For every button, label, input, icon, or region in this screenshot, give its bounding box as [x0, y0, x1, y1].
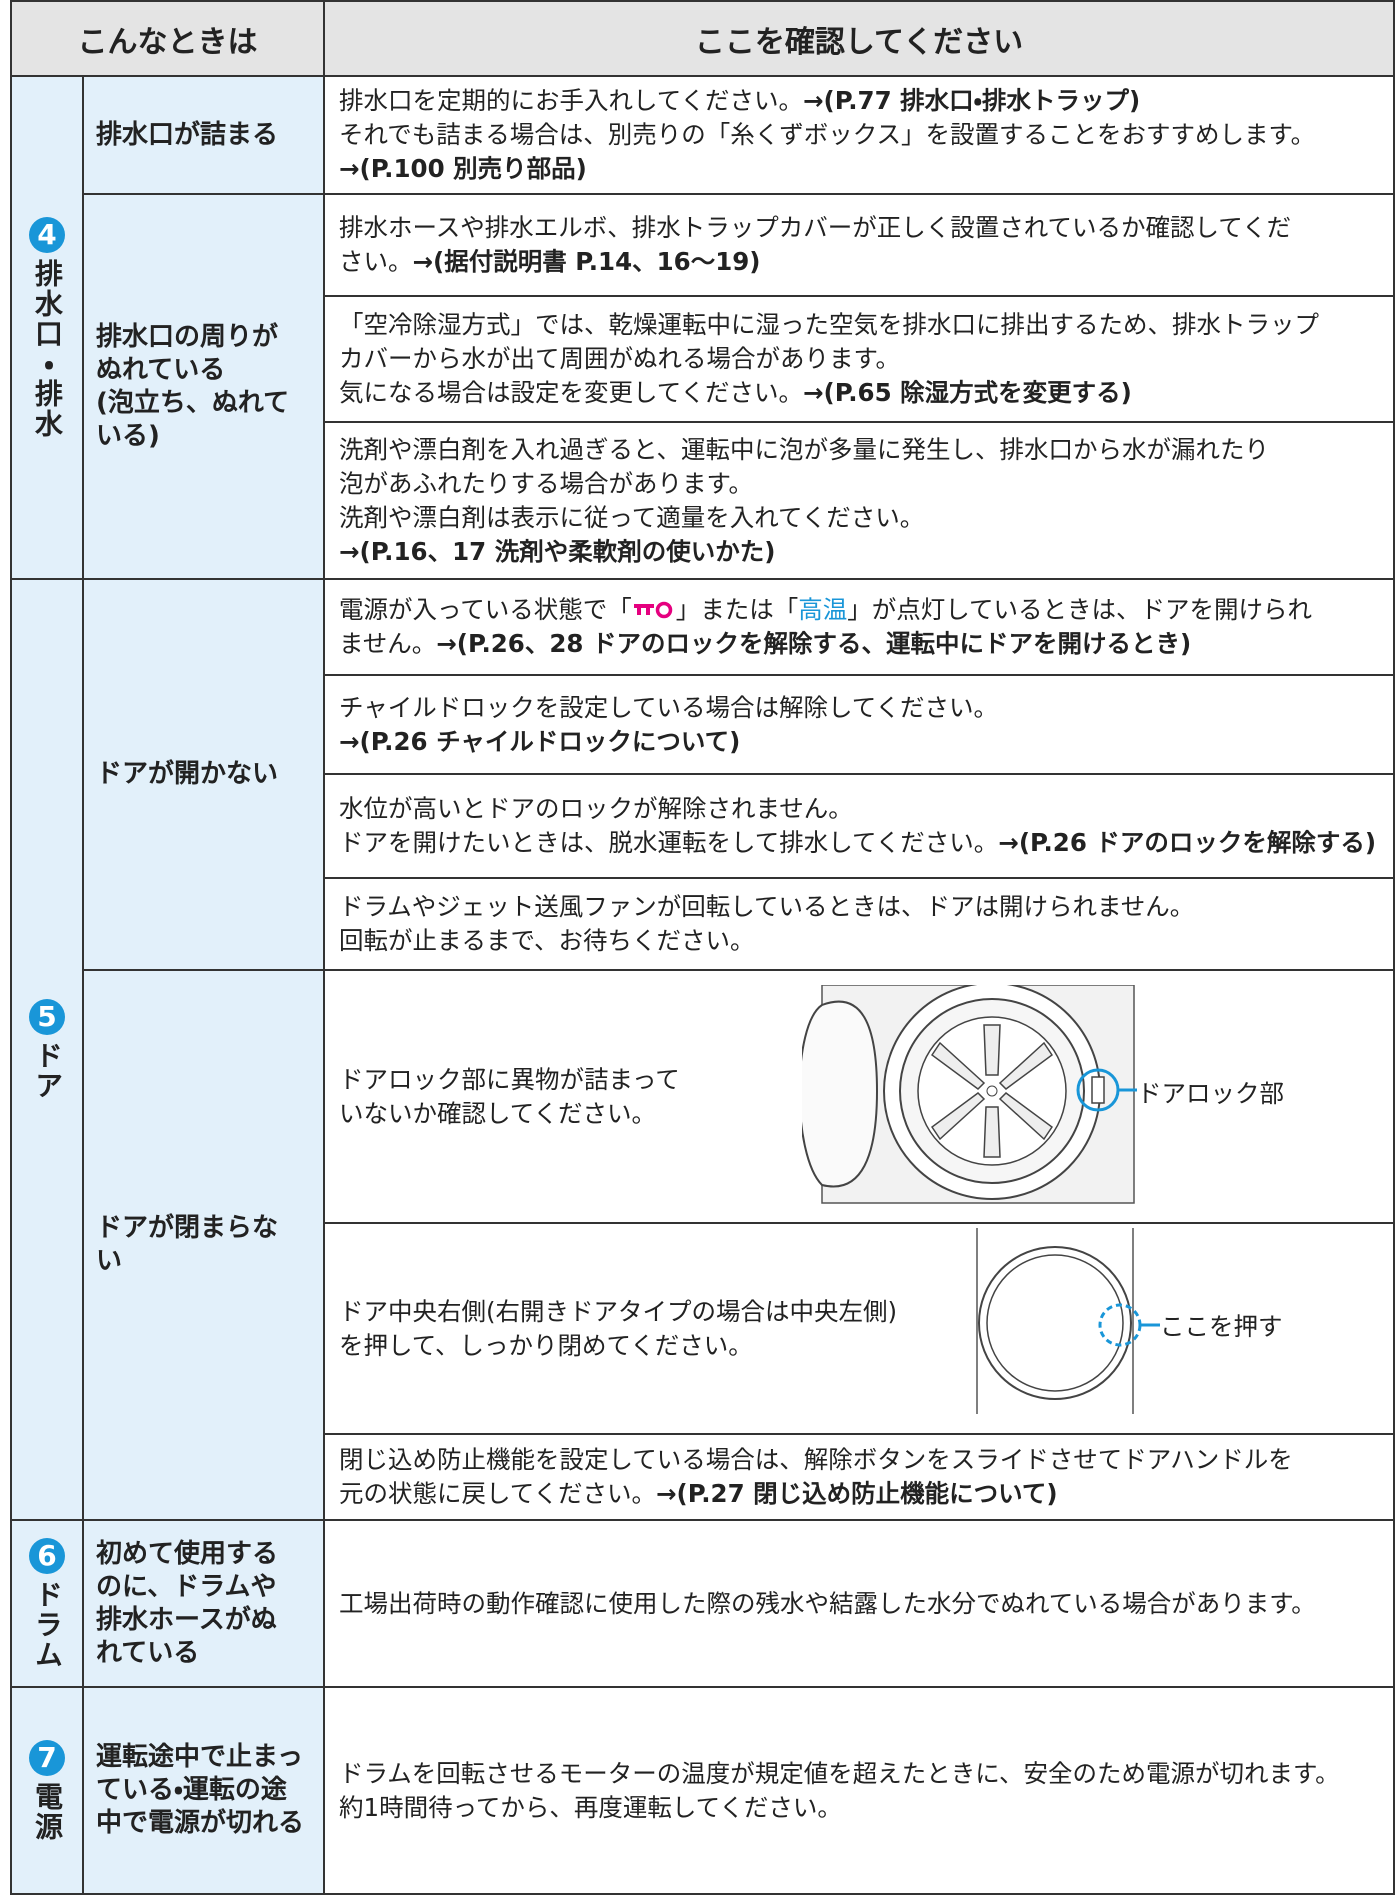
reference: →(P.26、28 ドアのロックを解除する、運転中にドアを開けるとき)	[436, 629, 1192, 658]
text: 元の状態に戻してください。	[339, 1479, 657, 1508]
reference: →(P.16、17 洗剤や柔軟剤の使いかた)	[339, 536, 776, 566]
text: 洗剤や漂白剤は表示に従って適量を入れてください。	[339, 502, 925, 532]
section-category: ドラム	[31, 1579, 64, 1670]
reference: →(据付説明書 P.14、16～19)	[412, 247, 761, 276]
text: さい。	[339, 247, 413, 276]
reference: →(P.26 チャイルドロックについて)	[339, 726, 741, 756]
text: 気になる場合は設定を変更してください。	[339, 378, 804, 407]
troubleshoot-table: こんなときは ここを確認してください 4 排水口・排水 排水口が詰まる 排水口を定…	[10, 0, 1395, 1895]
reference: →(P.27 閉じ込め防止機能について)	[656, 1479, 1058, 1508]
section-number: 6	[29, 1537, 65, 1574]
condition: 排水口が詰まる	[82, 75, 325, 195]
condition-line: (泡立ち、ぬれて	[96, 387, 290, 418]
item: 電源が入っている状態で「 」または「高温」が点灯しているときは、ドアを開けられ ま…	[323, 578, 1395, 676]
text: ドアを開けたいときは、脱水運転をして排水してください。	[339, 828, 999, 857]
condition: ドアが閉まらな い	[82, 969, 325, 1521]
callout-label: ここを押す	[1160, 1312, 1283, 1341]
condition-line: れている	[96, 1637, 200, 1668]
text: それでも詰まる場合は、別売りの「糸くずボックス」を設置することをおすすめします。	[339, 120, 1316, 149]
door-illustration	[976, 1228, 1160, 1414]
condition-line: 中で電源が切れる	[96, 1808, 305, 1838]
text: ドラムを回転させるモーターの温度が規定値を超えたときに、安全のため電源が切れます…	[339, 1758, 1340, 1788]
condition: 運転途中で止まっ ている・運転の途 中で電源が切れる	[82, 1686, 325, 1895]
item: チャイルドロックを設定している場合は解除してください。 →(P.26 チャイルド…	[323, 674, 1395, 775]
section-number: 5	[29, 998, 65, 1035]
condition-line: ぬれている	[96, 354, 226, 385]
reference: →(P.77 排水口・排水トラップ)	[803, 86, 1141, 115]
condition-line: 初めて使用する	[96, 1538, 279, 1569]
text: いないか確認してください。	[339, 1098, 657, 1128]
text: ドラムやジェット送風ファンが回転しているときは、ドアは開けられません。	[339, 892, 1195, 921]
text: 」または「	[675, 595, 799, 624]
item: 工場出荷時の動作確認に使用した際の残水や結露した水分でぬれている場合があります。	[323, 1519, 1395, 1688]
item: 排水ホースや排水エルボ、排水トラップカバーが正しく設置されているか確認してくだ …	[323, 193, 1395, 297]
text: 洗剤や漂白剤を入れ過ぎると、運転中に泡が多量に発生し、排水口から水が漏れたり	[339, 434, 1270, 464]
item: ドラムやジェット送風ファンが回転しているときは、ドアは開けられません。 回転が止…	[323, 877, 1395, 971]
text: 工場出荷時の動作確認に使用した際の残水や結露した水分でぬれている場合があります。	[339, 1588, 1316, 1618]
item: ドア中央右側(右開きドアタイプの場合は中央左側) を押して、しっかり閉めてくださ…	[323, 1222, 1395, 1435]
text: 」が点灯しているときは、ドアを開けられ	[847, 595, 1313, 624]
callout-label: ドアロック部	[1137, 1079, 1284, 1108]
section-cell: 4 排水口・排水	[10, 75, 84, 580]
section-number: 4	[29, 216, 65, 253]
text: ドアロック部に異物が詰まって	[339, 1064, 680, 1094]
reference: →(P.26 ドアのロックを解除する)	[998, 828, 1377, 857]
text: 排水口を定期的にお手入れしてください。	[339, 86, 804, 115]
section-cell: 6 ドラム	[10, 1519, 84, 1688]
item: ドラムを回転させるモーターの温度が規定値を超えたときに、安全のため電源が切れます…	[323, 1686, 1395, 1895]
text: 泡があふれたりする場合があります。	[339, 468, 754, 498]
text: ません。	[339, 629, 437, 658]
condition: ドアが開かない	[82, 578, 325, 971]
header-condition: こんなときは	[10, 0, 325, 77]
item: 「空冷除湿方式」では、乾燥運転中に湿った空気を排水口に排出するため、排水トラップ…	[323, 295, 1395, 423]
condition-line: 排水ホースがぬ	[96, 1604, 277, 1635]
text: 約1時間待ってから、再度運転してください。	[339, 1792, 842, 1822]
section-cell: 5 ドア	[10, 578, 84, 1521]
section-category: 排水口・排水	[31, 258, 64, 439]
text: 「空冷除湿方式」では、乾燥運転中に湿った空気を排水口に排出するため、排水トラップ	[339, 310, 1319, 339]
condition-line: のに、ドラムや	[96, 1571, 277, 1602]
condition: 初めて使用する のに、ドラムや 排水ホースがぬ れている	[82, 1519, 325, 1688]
header-check: ここを確認してください	[323, 0, 1395, 77]
text: を押して、しっかり閉めてください。	[339, 1330, 753, 1360]
text: 排水ホースや排水エルボ、排水トラップカバーが正しく設置されているか確認してくだ	[339, 213, 1292, 242]
key-icon	[633, 601, 673, 619]
condition: 排水口の周りが ぬれている (泡立ち、ぬれて いる)	[82, 193, 325, 580]
text: カバーから水が出て周囲がぬれる場合があります。	[339, 344, 901, 373]
indicator-text: 高温	[798, 595, 848, 624]
text: 回転が止まるまで、お待ちください。	[339, 926, 755, 955]
section-cell: 7 電源	[10, 1686, 84, 1895]
reference: →(P.65 除湿方式を変更する)	[803, 378, 1132, 407]
section-category: 電源	[31, 1781, 64, 1842]
condition-line: ドアが閉まらな	[96, 1213, 279, 1243]
reference: →(P.100 別売り部品)	[339, 154, 587, 183]
item: ドアロック部に異物が詰まって いないか確認してください。 ドアロック部	[323, 969, 1395, 1224]
item: 水位が高いとドアのロックが解除されません。 ドアを開けたいときは、脱水運転をして…	[323, 773, 1395, 879]
section-category: ドア	[31, 1040, 64, 1101]
condition-line: 運転途中で止まっ	[96, 1742, 303, 1772]
item: 閉じ込め防止機能を設定している場合は、解除ボタンをスライドさせてドアハンドルを …	[323, 1433, 1395, 1521]
text: 閉じ込め防止機能を設定している場合は、解除ボタンをスライドさせてドアハンドルを	[339, 1445, 1293, 1474]
condition-line: ドアが開かない	[96, 759, 279, 789]
condition-line: 排水口の周りが	[96, 321, 279, 352]
text: チャイルドロックを設定している場合は解除してください。	[339, 692, 999, 722]
text: 水位が高いとドアのロックが解除されません。	[339, 794, 853, 823]
drum-illustration	[802, 985, 1137, 1204]
item: 排水口を定期的にお手入れしてください。→(P.77 排水口・排水トラップ) それ…	[323, 75, 1395, 195]
condition-line: いる)	[96, 420, 160, 451]
condition-line: ている・運転の途	[96, 1775, 287, 1805]
section-number: 7	[29, 1739, 65, 1776]
text: 電源が入っている状態で「	[339, 595, 632, 624]
condition-line: い	[96, 1246, 123, 1276]
text: ドア中央右側(右開きドアタイプの場合は中央左側)	[339, 1296, 898, 1326]
condition-line: 排水口が詰まる	[96, 119, 279, 150]
item: 洗剤や漂白剤を入れ過ぎると、運転中に泡が多量に発生し、排水口から水が漏れたり 泡…	[323, 421, 1395, 580]
